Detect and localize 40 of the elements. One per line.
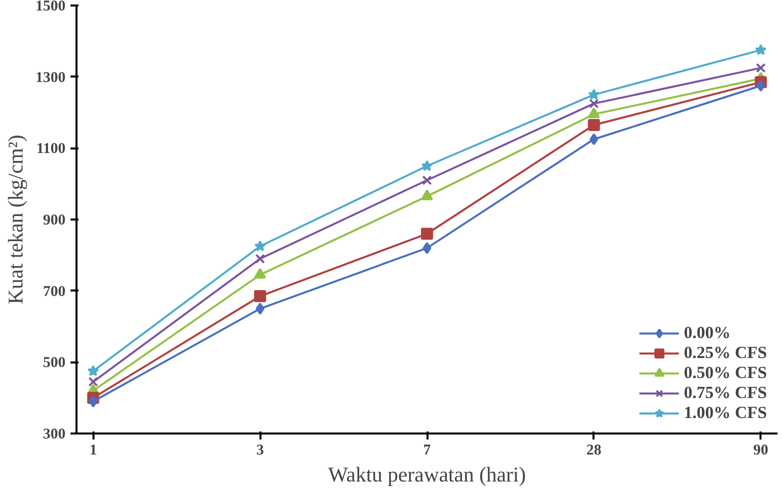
x-tick-label: 7 (423, 442, 432, 458)
x-tick-label: 28 (586, 442, 602, 458)
point (590, 133, 598, 146)
point (588, 88, 600, 100)
point (422, 242, 432, 254)
point (588, 118, 600, 131)
legend-label: 0.25% CFS (684, 343, 767, 363)
point (421, 190, 433, 200)
point (589, 98, 599, 108)
y-tick-label: 1100 (36, 141, 66, 158)
legend-label: 0.75% CFS (684, 383, 767, 403)
point (256, 302, 264, 315)
y-tick-label: 700 (43, 284, 66, 300)
point (87, 365, 99, 376)
y-tick-label: 300 (43, 426, 66, 442)
x-axis-title: Waktu perawatan (hari) (328, 462, 526, 486)
y-tick-label: 900 (43, 212, 66, 228)
point (756, 63, 766, 73)
point (421, 160, 433, 172)
point (421, 228, 433, 240)
point (422, 175, 432, 186)
point (254, 268, 266, 279)
point (756, 80, 766, 92)
point (755, 44, 767, 56)
point (254, 290, 266, 302)
legend-label: 0.50% CFS (684, 363, 767, 383)
legend-label: 0.00% (684, 323, 731, 343)
point (255, 254, 265, 264)
y-tick-label: 1300 (36, 70, 66, 86)
x-tick-label: 1 (89, 442, 97, 458)
legend-label: 1.00% CFS (684, 403, 767, 423)
y-tick-label: 1500 (36, 0, 66, 14)
point (88, 395, 98, 408)
point (88, 376, 98, 387)
point (254, 240, 266, 252)
y-tick-label: 500 (43, 355, 66, 372)
x-tick-label: 90 (753, 442, 768, 458)
x-tick-label: 3 (256, 442, 264, 458)
y-axis-title: Kuat tekan (kg/cm²) (4, 134, 28, 304)
point (588, 108, 600, 118)
